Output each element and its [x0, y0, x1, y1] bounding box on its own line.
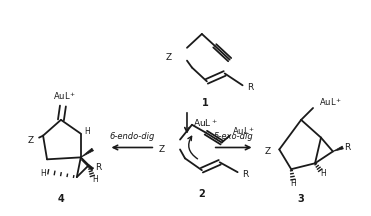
Polygon shape	[333, 146, 344, 151]
Text: Z: Z	[166, 53, 172, 62]
Polygon shape	[81, 159, 93, 170]
Text: H: H	[92, 175, 98, 184]
Text: Z: Z	[159, 145, 165, 154]
Text: R: R	[95, 163, 102, 172]
Text: R: R	[247, 83, 254, 92]
Text: R: R	[242, 170, 249, 179]
Text: Z: Z	[28, 136, 34, 145]
Text: 1: 1	[201, 98, 208, 108]
Text: H: H	[84, 127, 90, 136]
Text: 3: 3	[298, 194, 305, 204]
Text: AuL$^+$: AuL$^+$	[193, 118, 218, 129]
Text: 5-exo-dig: 5-exo-dig	[214, 132, 253, 141]
Text: 4: 4	[58, 194, 64, 204]
Text: 6-endo-dig: 6-endo-dig	[109, 132, 155, 141]
Text: Z: Z	[264, 147, 270, 156]
Text: AuL$^+$: AuL$^+$	[232, 125, 255, 137]
Polygon shape	[81, 148, 93, 157]
Text: H: H	[320, 169, 326, 178]
Text: H: H	[290, 178, 296, 187]
Text: H: H	[40, 169, 46, 178]
Text: AuL$^+$: AuL$^+$	[319, 96, 342, 108]
Text: R: R	[344, 143, 350, 152]
Text: AuL$^+$: AuL$^+$	[53, 90, 76, 102]
Text: 2: 2	[198, 189, 205, 199]
